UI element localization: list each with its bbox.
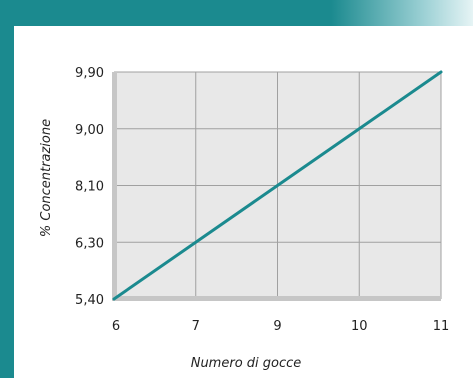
x-axis-bar: [112, 296, 441, 301]
y-tick-label: 8,10: [75, 180, 104, 195]
frame-top-bar: [0, 0, 473, 26]
series-group: [112, 70, 443, 301]
x-axis-title: Numero di gocce: [191, 356, 302, 371]
y-axis-bar: [112, 72, 117, 299]
frame-left-bar: [0, 0, 14, 378]
x-tick-label: 10: [351, 319, 368, 334]
x-tick-labels: 6 7 9 10 11: [112, 319, 449, 334]
y-tick-labels: 5,40 6,30 8,10 9,00 9,90: [75, 66, 104, 308]
y-tick-label: 9,00: [75, 123, 104, 138]
x-tick-label: 11: [433, 319, 450, 334]
x-tick-label: 7: [192, 319, 200, 334]
y-axis-title: % Concentrazione: [39, 119, 54, 237]
x-tick-label: 9: [273, 319, 281, 334]
x-tick-label: 6: [112, 319, 120, 334]
y-tick-label: 6,30: [75, 236, 104, 251]
y-tick-label: 9,90: [75, 66, 104, 81]
y-tick-label: 5,40: [75, 293, 104, 308]
series-line: [112, 70, 443, 301]
